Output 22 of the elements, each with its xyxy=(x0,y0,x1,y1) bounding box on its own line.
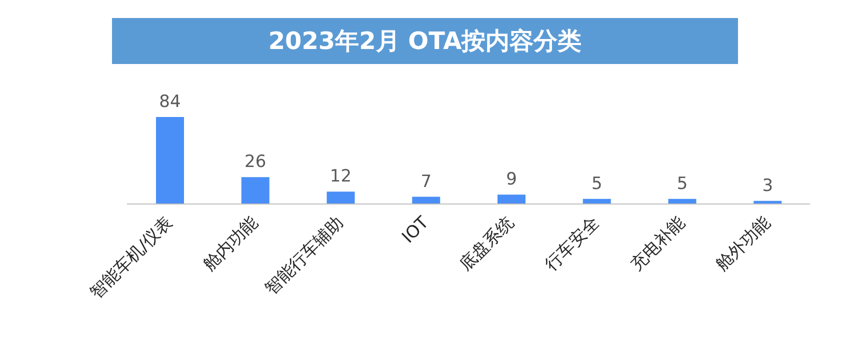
chart-title: 2023年2月 OTA按内容分类 xyxy=(112,18,738,64)
data-label: 12 xyxy=(330,166,352,187)
x-tick-label: 智能行车辅助 xyxy=(261,212,348,300)
x-tick-label: 充电补能 xyxy=(626,212,690,276)
data-label: 3 xyxy=(762,176,774,196)
bar xyxy=(156,117,184,204)
x-tick-label: 舱内功能 xyxy=(200,212,262,276)
data-label: 5 xyxy=(676,174,688,194)
bar xyxy=(498,194,526,204)
bar xyxy=(326,192,355,204)
x-tick-label: 行车安全 xyxy=(541,212,604,276)
x-tick-label: 舱外功能 xyxy=(712,212,774,276)
bar xyxy=(241,177,270,204)
data-label: 26 xyxy=(244,152,266,172)
data-label: 7 xyxy=(420,172,432,192)
data-label: 84 xyxy=(159,92,181,112)
bar xyxy=(412,196,440,204)
x-tick-label: 底盘系统 xyxy=(456,212,518,276)
x-tick-label: IOT xyxy=(398,212,434,248)
x-tick-label: 智能车机/仪表 xyxy=(86,212,177,304)
data-label: 9 xyxy=(506,170,517,190)
data-label: 5 xyxy=(591,174,602,194)
